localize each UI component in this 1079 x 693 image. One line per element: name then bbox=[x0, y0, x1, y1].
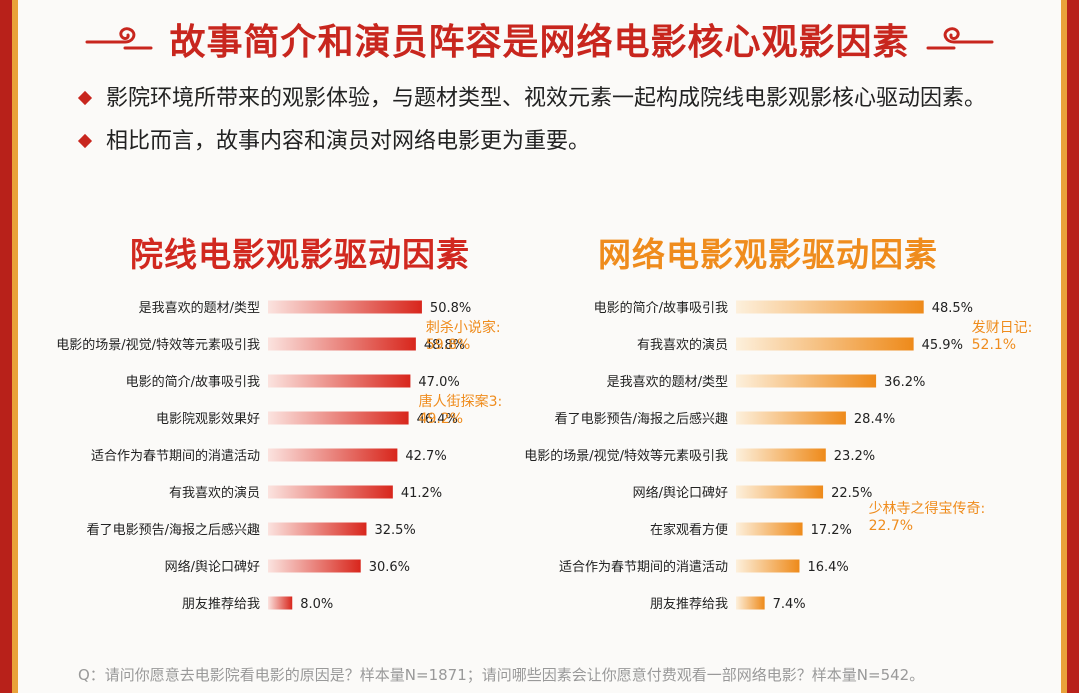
cloud-ornament-left-icon bbox=[85, 27, 153, 50]
left-value-label: 8.0% bbox=[300, 597, 333, 612]
right-value-label: 7.4% bbox=[773, 597, 806, 612]
right-annotation-name: 发财日记: bbox=[972, 320, 1033, 336]
left-annotation-name: 唐人街探案3: bbox=[419, 393, 503, 410]
right-category-label: 看了电影预告/海报之后感兴趣 bbox=[555, 411, 728, 427]
left-category-label: 看了电影预告/海报之后感兴趣 bbox=[87, 522, 260, 538]
bullet-text: 相比而言，故事内容和演员对网络电影更为重要。 bbox=[106, 129, 591, 154]
left-category-label: 是我喜欢的题材/类型 bbox=[139, 300, 260, 316]
page-title: 故事简介和演员阵容是网络电影核心观影因素 bbox=[169, 22, 910, 63]
right-category-label: 网络/舆论口碑好 bbox=[633, 485, 728, 501]
cloud-ornament-right-icon bbox=[926, 27, 993, 50]
right-bar bbox=[736, 522, 803, 536]
left-bar bbox=[268, 485, 393, 499]
right-chart-title: 网络电影观影驱动因素 bbox=[598, 235, 938, 274]
right-value-label: 45.9% bbox=[922, 338, 963, 353]
right-annotation-value: 22.7% bbox=[869, 518, 913, 534]
left-value-label: 42.7% bbox=[405, 449, 446, 464]
left-bar bbox=[268, 374, 411, 388]
left-bar bbox=[268, 300, 422, 314]
left-annotation-value: 59.8% bbox=[426, 337, 470, 353]
right-bar bbox=[736, 411, 846, 425]
right-value-label: 22.5% bbox=[831, 486, 872, 501]
right-value-label: 36.2% bbox=[884, 375, 925, 390]
bullet-list: 影院环境所带来的观影体验，与题材类型、视效元素一起构成院线电影观影核心驱动因素。… bbox=[77, 82, 1028, 168]
right-bar bbox=[736, 374, 877, 388]
right-category-label: 在家观看方便 bbox=[650, 522, 728, 538]
left-category-label: 网络/舆论口碑好 bbox=[165, 559, 260, 575]
right-value-label: 48.5% bbox=[932, 301, 973, 316]
left-bar bbox=[268, 559, 361, 573]
left-value-label: 32.5% bbox=[374, 523, 415, 538]
right-category-label: 是我喜欢的题材/类型 bbox=[607, 374, 728, 390]
right-value-label: 16.4% bbox=[807, 560, 848, 575]
left-value-label: 41.2% bbox=[401, 486, 442, 501]
right-bar bbox=[736, 300, 924, 314]
header: 故事简介和演员阵容是网络电影核心观影因素 bbox=[18, 0, 1061, 78]
left-annotation-value: 49.2% bbox=[419, 411, 463, 427]
left-bar bbox=[268, 522, 367, 536]
left-bar bbox=[268, 411, 409, 425]
right-value-label: 17.2% bbox=[811, 523, 852, 538]
left-category-label: 适合作为春节期间的消遣活动 bbox=[91, 448, 260, 464]
right-value-label: 23.2% bbox=[834, 449, 875, 464]
left-value-label: 46.4% bbox=[417, 412, 458, 427]
right-value-label: 28.4% bbox=[854, 412, 895, 427]
right-category-label: 朋友推荐给我 bbox=[650, 596, 728, 612]
right-bar bbox=[736, 448, 826, 462]
bullet-item: 影院环境所带来的观影体验，与题材类型、视效元素一起构成院线电影观影核心驱动因素。 bbox=[77, 82, 1028, 115]
left-value-label: 30.6% bbox=[369, 560, 410, 575]
right-bar bbox=[736, 337, 914, 351]
footer-note: Q：请问你愿意去电影院看电影的原因是？样本量N=1871；请问哪些因素会让你愿意… bbox=[78, 666, 925, 684]
left-chart-title: 院线电影观影驱动因素 bbox=[130, 235, 470, 274]
left-category-label: 电影的场景/视觉/特效等元素吸引我 bbox=[56, 337, 260, 353]
right-annotation-value: 52.1% bbox=[972, 337, 1016, 353]
right-category-label: 适合作为春节期间的消遣活动 bbox=[559, 559, 728, 575]
bullet-text: 影院环境所带来的观影体验，与题材类型、视效元素一起构成院线电影观影核心驱动因素。 bbox=[106, 86, 987, 111]
left-value-label: 47.0% bbox=[418, 375, 459, 390]
left-value-label: 50.8% bbox=[430, 301, 471, 316]
left-bar bbox=[268, 448, 398, 462]
left-category-label: 有我喜欢的演员 bbox=[169, 485, 260, 501]
left-category-label: 电影院观影效果好 bbox=[156, 412, 260, 427]
left-category-label: 朋友推荐给我 bbox=[182, 596, 260, 612]
right-bar bbox=[736, 596, 765, 610]
right-category-label: 有我喜欢的演员 bbox=[637, 337, 728, 353]
bullet-item: 相比而言，故事内容和演员对网络电影更为重要。 bbox=[77, 125, 1028, 158]
right-bar bbox=[736, 559, 800, 573]
left-bar bbox=[268, 337, 416, 351]
right-bar bbox=[736, 485, 824, 499]
left-bar bbox=[268, 596, 293, 610]
left-category-label: 电影的简介/故事吸引我 bbox=[126, 374, 260, 390]
left-annotation-name: 刺杀小说家: bbox=[426, 319, 501, 336]
right-category-label: 电影的简介/故事吸引我 bbox=[594, 300, 728, 316]
right-annotation-name: 少林寺之得宝传奇: bbox=[869, 500, 986, 517]
left-border-decoration bbox=[0, 0, 18, 693]
left-value-label: 48.8% bbox=[424, 338, 465, 353]
right-border-decoration bbox=[1061, 0, 1079, 693]
right-category-label: 电影的场景/视觉/特效等元素吸引我 bbox=[524, 448, 728, 464]
